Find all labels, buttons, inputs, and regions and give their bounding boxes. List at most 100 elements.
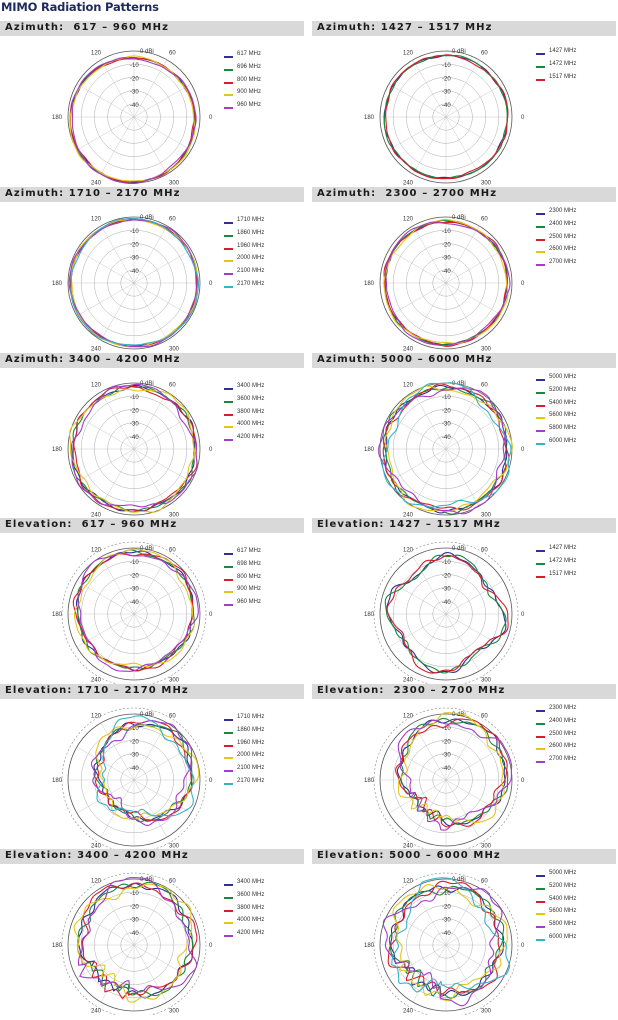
chart-legend: 1710 MHz 1860 MHz 1960 MHz 2000 MHz 2100 MHz… — [224, 714, 302, 791]
legend-label: 1710 MHz — [237, 714, 265, 720]
grid-spoke — [100, 448, 135, 507]
angle-label: 240 — [91, 678, 102, 684]
polar-plot: -10 -20 -30 -40 0 dBi 120 60 180 0 240 300 — [50, 39, 218, 187]
grid-spoke — [100, 556, 135, 615]
page-title: MIMO Radiation Patterns — [1, 0, 159, 14]
legend-item: 2700 MHz — [536, 756, 614, 769]
legend-item: 1427 MHz — [536, 545, 614, 558]
angle-label: 120 — [91, 382, 102, 388]
grid-spoke — [388, 779, 447, 814]
legend-swatch — [224, 234, 233, 237]
legend-swatch — [224, 553, 233, 555]
ring-label: -40 — [130, 600, 139, 606]
angle-label: 300 — [481, 181, 492, 187]
grid-spoke — [445, 944, 504, 979]
angle-label: 60 — [169, 878, 176, 884]
grid-spoke — [388, 911, 447, 946]
chart-header: Azimuth: 1710 – 2170 MHz — [0, 187, 304, 202]
series-trace — [90, 720, 193, 826]
angle-label: 300 — [481, 513, 492, 519]
ring-label: -40 — [130, 103, 139, 109]
legend-label: 900 MHz — [237, 89, 262, 96]
grid-spoke — [388, 448, 447, 483]
legend-item: 1860 MHz — [224, 727, 302, 740]
chart-panel: Azimuth: 2300 – 2700 MHz -10 -20 -30 -40 0 dB… — [312, 187, 616, 353]
series-trace — [385, 54, 509, 180]
angle-label: 180 — [364, 943, 375, 949]
unit-label: 0 dBi — [140, 381, 154, 387]
legend-label: 1517 MHz — [549, 73, 577, 80]
angle-label: 0 — [209, 447, 213, 453]
angle-label: 240 — [91, 181, 102, 187]
grid-spoke — [133, 911, 192, 946]
angle-label: 0 — [209, 778, 213, 784]
series-trace — [93, 722, 193, 822]
legend-label: 2000 MHz — [237, 752, 265, 759]
polar-svg: -10 -20 -30 -40 0 dBi 120 60 180 0 240 300 — [52, 541, 213, 687]
angle-label: 0 — [521, 612, 525, 618]
grid-spoke — [133, 448, 192, 483]
grid-spoke — [133, 116, 192, 151]
angle-label: 0 — [209, 115, 213, 121]
legend-label: 5400 MHz — [549, 895, 577, 902]
angle-label: 0 — [521, 943, 525, 949]
angle-label: 60 — [481, 216, 488, 222]
grid-spoke — [445, 249, 504, 284]
ring-label: -40 — [130, 766, 139, 772]
angle-label: 240 — [91, 1009, 102, 1015]
chart-legend: 617 MHz 696 MHz 800 MHz 900 MHz 960 MHz — [224, 51, 302, 115]
chart-panel: Azimuth: 5000 – 6000 MHz -10 -20 -30 -40 0 dB… — [312, 353, 616, 519]
grid-spoke — [76, 116, 135, 151]
legend-item: 696 MHz — [224, 64, 302, 77]
series-trace — [95, 720, 193, 822]
angle-label: 180 — [52, 778, 63, 784]
legend-swatch — [224, 604, 233, 607]
angle-label: 120 — [403, 878, 414, 884]
legend-label: 2700 MHz — [549, 756, 577, 763]
legend-swatch — [536, 875, 545, 877]
grid-spoke — [388, 116, 447, 151]
polar-svg: -10 -20 -30 -40 0 dBi 120 60 180 0 240 300 — [364, 215, 525, 353]
unit-label: 0 dBi — [452, 712, 466, 718]
ring-label: -40 — [442, 103, 451, 109]
grid-spoke — [76, 282, 135, 317]
series-trace — [70, 383, 198, 508]
legend-item: 2000 MHz — [224, 752, 302, 765]
legend-swatch — [224, 56, 233, 58]
legend-label: 2300 MHz — [549, 705, 577, 711]
legend-swatch — [536, 417, 545, 420]
unit-label: 0 dBi — [452, 215, 466, 221]
grid-spoke — [100, 613, 135, 672]
unit-label: 0 dBi — [140, 546, 154, 552]
ring-label: -10 — [130, 63, 139, 69]
series-trace — [386, 551, 507, 674]
legend-swatch — [536, 391, 545, 394]
chart-header: Azimuth: 5000 – 6000 MHz — [312, 353, 616, 368]
grid-spoke — [76, 746, 135, 781]
legend-item: 2300 MHz — [536, 705, 614, 718]
series-trace — [70, 218, 200, 346]
legend-item: 3800 MHz — [224, 905, 302, 918]
angle-label: 0 — [521, 778, 525, 784]
angle-label: 180 — [52, 447, 63, 453]
legend-item: 900 MHz — [224, 586, 302, 599]
grid-spoke — [445, 944, 480, 1003]
ring-label: -40 — [442, 269, 451, 275]
legend-label: 1860 MHz — [237, 229, 265, 236]
legend-item: 698 MHz — [224, 561, 302, 574]
legend-item: 1960 MHz — [224, 243, 302, 256]
ring-label: -20 — [130, 739, 139, 745]
ring-label: -20 — [442, 242, 451, 248]
angle-label: 120 — [403, 382, 414, 388]
chart-header: Azimuth: 1427 – 1517 MHz — [312, 21, 616, 36]
legend-label: 5000 MHz — [549, 870, 577, 876]
legend-label: 5800 MHz — [549, 425, 577, 432]
unit-label: 0 dBi — [452, 49, 466, 55]
legend-swatch — [536, 238, 545, 241]
angle-label: 60 — [481, 50, 488, 56]
ring-label: -10 — [442, 395, 451, 401]
angle-label: 240 — [91, 347, 102, 353]
angle-label: 300 — [169, 844, 180, 850]
grid-spoke — [445, 391, 480, 450]
angle-label: 240 — [91, 513, 102, 519]
